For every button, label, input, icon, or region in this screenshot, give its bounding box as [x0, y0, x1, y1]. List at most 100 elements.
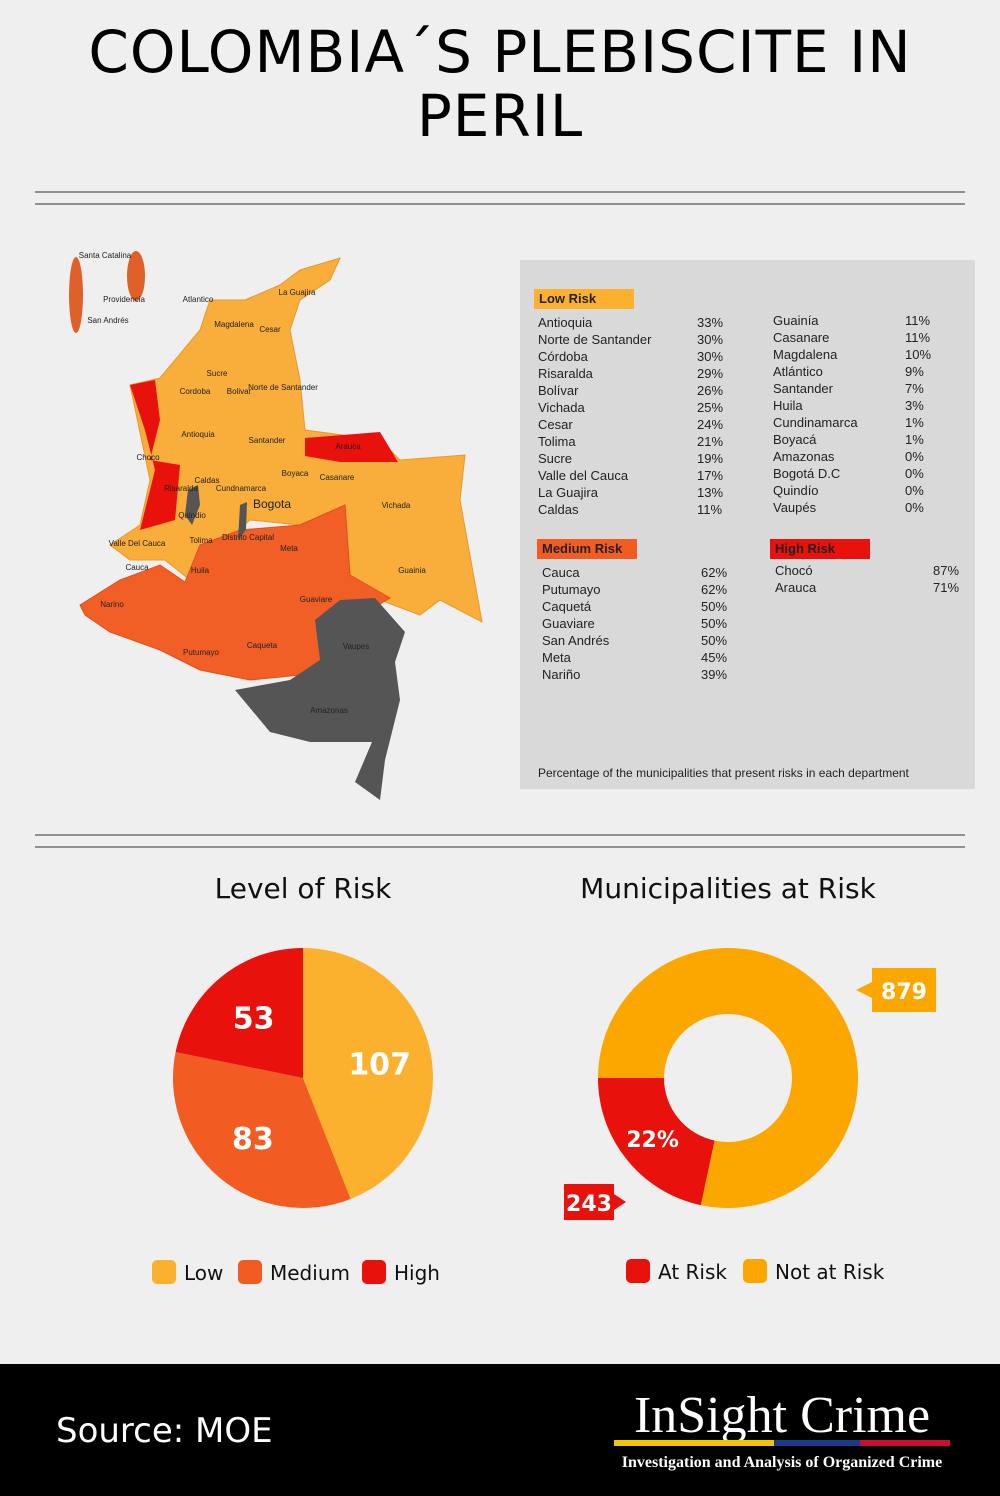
table-name: Casanare	[773, 330, 829, 345]
table-name: Chocó	[775, 563, 813, 578]
table-value: 50%	[701, 633, 727, 648]
table-value: 10%	[905, 347, 931, 362]
table-heading-box	[770, 539, 870, 559]
map-label: Vichada	[382, 501, 411, 510]
map-label: Distrito Capital	[222, 533, 274, 542]
table-name: Guainía	[773, 313, 819, 328]
data-label: 879	[881, 980, 927, 1005]
table-name: Caldas	[538, 502, 579, 517]
map-label: Santander	[249, 436, 286, 445]
map-label: Providencia	[103, 295, 145, 304]
table-name: Boyacá	[773, 432, 817, 447]
legend-swatch	[238, 1260, 262, 1284]
legend-swatch	[743, 1259, 767, 1283]
table-name: Vichada	[538, 400, 586, 415]
table-name: Valle del Cauca	[538, 468, 629, 483]
title-box: COLOMBIA´S PLEBISCITE IN PERIL	[88, 20, 912, 150]
map-label: Magdalena	[214, 320, 254, 329]
table-value: 21%	[697, 434, 723, 449]
map-label: Choco	[136, 453, 160, 462]
table-name: Bolívar	[538, 383, 579, 398]
high-risk-region	[130, 380, 180, 530]
table-value: 0%	[905, 449, 924, 464]
title: COLOMBIA´S PLEBISCITE IN PERIL	[88, 20, 912, 150]
map-label: Vaupes	[343, 642, 370, 651]
donut-segment	[598, 1078, 715, 1206]
map-label: San Andrés	[87, 316, 128, 325]
legend-label: Medium	[270, 1261, 350, 1285]
map-label: Caldas	[195, 476, 220, 485]
tagline: Investigation and Analysis of Organized …	[622, 1454, 942, 1471]
footer-band	[0, 1364, 1000, 1496]
data-label: 53	[233, 1002, 275, 1037]
legend-label: At Risk	[658, 1260, 727, 1284]
table-value: 33%	[697, 315, 723, 330]
table-heading-box	[534, 289, 634, 309]
map-label: Cordoba	[180, 387, 211, 396]
data-label: 83	[232, 1122, 274, 1157]
table-name: Huila	[773, 398, 803, 413]
table-name: Bogotá D.C	[773, 466, 840, 481]
annotation: 22%	[626, 1128, 679, 1153]
chart-title: Municipalities at Risk	[580, 872, 876, 905]
table-value: 1%	[905, 432, 924, 447]
table-name: Córdoba	[538, 349, 589, 364]
map-label: Sucre	[207, 369, 228, 378]
table-name: Risaralda	[538, 366, 594, 381]
flag-bar	[774, 1440, 860, 1446]
table-value: 0%	[905, 483, 924, 498]
table-name: Caquetá	[542, 599, 592, 614]
callout	[564, 1184, 626, 1220]
donut-segment	[598, 948, 859, 1208]
map-label: Guaviare	[300, 595, 333, 604]
table-name: San Andrés	[542, 633, 610, 648]
table-heading: Medium Risk	[542, 541, 623, 556]
table-name: Quindío	[773, 483, 819, 498]
brand: InSight Crime	[634, 1387, 930, 1444]
flag-bar	[614, 1440, 774, 1446]
map-label: Quindio	[178, 511, 206, 520]
table-name: Putumayo	[542, 582, 601, 597]
table-name: Tolima	[538, 434, 576, 449]
no-risk-region	[238, 502, 247, 540]
high-risk-region	[305, 432, 398, 462]
table-value: 11%	[697, 502, 722, 517]
table-value: 50%	[701, 599, 727, 614]
map-label: Meta	[280, 544, 298, 553]
table-value: 7%	[905, 381, 924, 396]
risk-table: Low Risk Antioquia 33% Norte de Santander 30…	[534, 289, 959, 682]
table-value: 62%	[701, 582, 727, 597]
source: Source: MOE	[56, 1411, 273, 1451]
data-label: 243	[566, 1192, 612, 1217]
map-label: Cauca	[125, 563, 149, 572]
table-value: 9%	[905, 364, 924, 379]
table-value: 0%	[905, 500, 924, 515]
table-name: Nariño	[542, 667, 580, 682]
medium-risk-region	[79, 504, 391, 681]
table-note: Percentage of the municipalities that pr…	[538, 766, 910, 780]
map-label: La Guajira	[279, 288, 316, 297]
table-name: Vaupés	[773, 500, 817, 515]
legend-swatch	[626, 1259, 650, 1283]
table-heading-box	[537, 539, 637, 559]
table-value: 13%	[697, 485, 723, 500]
table-value: 25%	[697, 400, 723, 415]
legend-swatch	[362, 1260, 386, 1284]
table-name: Santander	[773, 381, 834, 396]
map-label: Risaralda	[164, 484, 198, 493]
table-name: Cesar	[538, 417, 573, 432]
table-value: 17%	[697, 468, 723, 483]
flag-bar	[860, 1440, 950, 1446]
map-label: Norte de Santander	[248, 383, 318, 392]
map-label: Antioquia	[181, 430, 215, 439]
map-label: Guainia	[398, 566, 426, 575]
legend-label: Not at Risk	[775, 1260, 885, 1284]
table-value: 39%	[701, 667, 727, 682]
map-label: Tolima	[189, 536, 213, 545]
table-value: 24%	[697, 417, 723, 432]
map-label: Cundnamarca	[216, 484, 267, 493]
table-value: 19%	[697, 451, 723, 466]
map-label: Atlantico	[183, 295, 214, 304]
